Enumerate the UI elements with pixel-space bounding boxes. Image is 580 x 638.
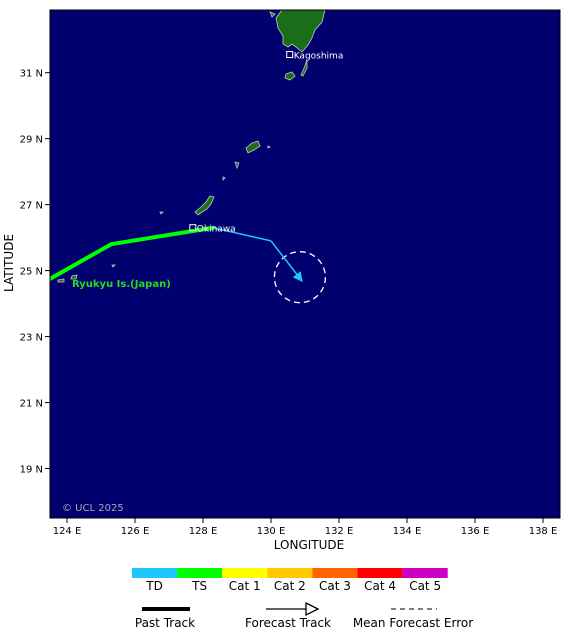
forecast-error-circle [273, 251, 327, 304]
legend-category-label: Cat 5 [409, 579, 441, 593]
yakushima-island [284, 71, 296, 81]
small-island [234, 161, 240, 170]
place-marker-icon [286, 51, 294, 59]
legend-swatch [177, 568, 223, 578]
error-legend-label: Mean Forecast Error [353, 616, 473, 630]
small-island [269, 11, 276, 18]
ishigaki-island [70, 274, 78, 280]
place-markers: Kagoshima Okinawa [189, 51, 344, 235]
plot-frame [49, 9, 561, 519]
lon-tick-label: 124 E [53, 526, 82, 537]
past-track-legend-label: Past Track [135, 616, 195, 630]
small-island [111, 264, 116, 268]
longitude-axis: 124 E 126 E 128 E 130 E 132 E 134 E 136 E 138 E [53, 518, 558, 537]
lon-tick-label: 126 E [121, 526, 150, 537]
place-label: Okinawa [197, 225, 236, 235]
kyushu-landmass [275, 10, 326, 53]
lon-tick-label: 128 E [189, 526, 218, 537]
legend-swatch [312, 568, 358, 578]
forecast-track-legend-arrow [305, 601, 320, 617]
lat-tick-label: 29 N [20, 135, 43, 146]
past-track-segment [50, 242, 114, 281]
lon-tick-label: 132 E [325, 526, 354, 537]
legend-swatch [357, 568, 403, 578]
category-legend: TD TS Cat 1 Cat 2 Cat 3 Cat 4 Cat 5 [132, 568, 448, 593]
x-axis-title: LONGITUDE [274, 538, 344, 552]
lon-tick-label: 130 E [257, 526, 286, 537]
forecast-track [213, 226, 303, 283]
lat-tick-label: 19 N [20, 465, 43, 476]
legend-swatch [402, 568, 448, 578]
legend-category-label: Cat 1 [229, 579, 261, 593]
lat-tick-label: 27 N [20, 201, 43, 212]
legend-category-label: TS [191, 579, 207, 593]
region-label: Ryukyu Is.(Japan) [72, 279, 171, 290]
forecast-track-segment [213, 226, 272, 242]
copyright-label: © UCL 2025 [62, 503, 124, 514]
okinawa-island [194, 195, 215, 216]
forecast-track-legend-label: Forecast Track [245, 616, 331, 630]
legend-swatch [267, 568, 313, 578]
lon-tick-label: 138 E [529, 526, 558, 537]
small-island [222, 176, 226, 181]
track-legend: Past Track Forecast Track Mean Forecast … [135, 601, 473, 630]
small-island [159, 211, 164, 215]
lon-tick-label: 134 E [393, 526, 422, 537]
place-marker-icon [189, 224, 197, 232]
amami-island [245, 140, 261, 154]
legend-category-label: TD [145, 579, 163, 593]
iriomote-island [57, 278, 65, 283]
lat-tick-label: 31 N [20, 69, 43, 80]
legend-swatch [222, 568, 268, 578]
lon-tick-label: 136 E [461, 526, 490, 537]
land-masses [57, 10, 326, 283]
forecast-track-segment [270, 240, 303, 283]
legend-category-label: Cat 2 [274, 579, 306, 593]
legend-swatch [132, 568, 178, 578]
lat-tick-label: 25 N [20, 267, 43, 278]
place-label: Kagoshima [294, 52, 344, 62]
tanegashima-island [300, 59, 308, 77]
lat-tick-label: 21 N [20, 399, 43, 410]
lat-tick-label: 23 N [20, 333, 43, 344]
legend-category-label: Cat 4 [364, 579, 396, 593]
legend-category-label: Cat 3 [319, 579, 351, 593]
y-axis-title: LATITUDE [2, 234, 16, 292]
latitude-axis: 19 N 21 N 23 N 25 N 27 N 29 N 31 N [20, 69, 50, 476]
ocean-background [50, 10, 560, 518]
small-island [267, 145, 271, 149]
